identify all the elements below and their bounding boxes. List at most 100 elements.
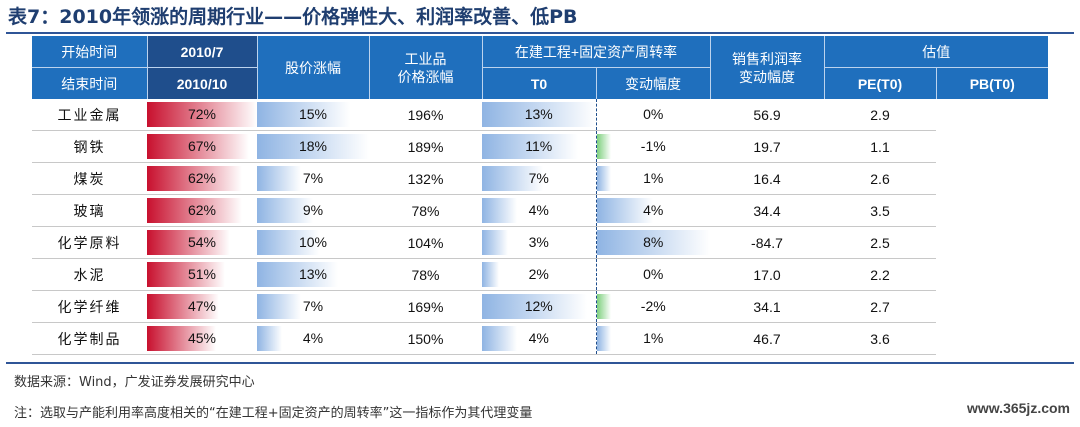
ind-price-header-l2: 价格涨幅 bbox=[397, 68, 454, 85]
table-title: 表7：2010年领涨的周期行业——价格弹性大、利润率改善、低PB bbox=[8, 6, 578, 28]
stock-rise-wrap: 72% bbox=[147, 99, 257, 130]
ind-price-wrap: 9% bbox=[257, 195, 369, 226]
ind-price-value: 13% bbox=[298, 266, 328, 282]
margin-header: 销售利润率 变动幅度 bbox=[709, 36, 824, 99]
table-row: 玻璃 62% 9% 78% 4% 4% 34.4 3.5 bbox=[32, 194, 1048, 227]
pe-cell: 16.4 bbox=[710, 162, 824, 195]
turnover-change-cell: 13% bbox=[482, 99, 596, 131]
stock-rise-bar bbox=[147, 230, 230, 255]
ind-price-cell: 4% bbox=[257, 322, 369, 355]
start-label: 开始时间 bbox=[32, 36, 147, 68]
ind-price-cell: 18% bbox=[257, 130, 369, 163]
t0-cell: 78% bbox=[369, 194, 482, 227]
stock-rise-cell: 67% bbox=[147, 130, 257, 163]
turnover-change-value: 13% bbox=[524, 106, 553, 122]
turnover-change-bar bbox=[482, 294, 587, 319]
turnover-change-wrap: 4% bbox=[482, 195, 596, 226]
t0-cell: 132% bbox=[369, 162, 482, 195]
margin-wrap: -1% bbox=[597, 131, 710, 162]
table-body: 工业金属 72% 15% 196% 13% 0% 56.9 2.9 钢铁 67% 18% 189% 11… bbox=[32, 99, 1048, 355]
t0-cell: 150% bbox=[369, 322, 482, 355]
turnover-change-cell: 4% bbox=[482, 322, 596, 355]
turnover-change-bar bbox=[482, 166, 544, 191]
stock-rise-bar bbox=[147, 134, 250, 159]
ind-price-wrap: 7% bbox=[257, 291, 369, 322]
margin-bar bbox=[597, 326, 611, 351]
t0-header: T0 bbox=[481, 67, 596, 99]
stock-rise-bar bbox=[147, 198, 242, 223]
industry-cell: 煤炭 bbox=[32, 162, 147, 195]
stock-rise-cell: 72% bbox=[147, 99, 257, 131]
turnover-change-wrap: 4% bbox=[482, 323, 596, 354]
stock-rise-bar bbox=[147, 262, 225, 287]
turnover-change-value: 2% bbox=[528, 266, 549, 282]
pe-cell: 19.7 bbox=[710, 130, 824, 163]
margin-bar bbox=[597, 134, 611, 159]
turnover-change-bar bbox=[482, 134, 579, 159]
turnover-change-bar bbox=[482, 230, 509, 255]
ind-price-wrap: 15% bbox=[257, 99, 369, 130]
margin-cell: -1% bbox=[595, 130, 710, 163]
stock-rise-wrap: 45% bbox=[147, 323, 257, 354]
change-range-header: 变动幅度 bbox=[595, 67, 710, 99]
ind-price-value: 7% bbox=[302, 298, 324, 314]
margin-value: 0% bbox=[643, 266, 664, 282]
t0-cell: 104% bbox=[369, 226, 482, 259]
margin-value: 1% bbox=[643, 330, 664, 346]
ind-price-value: 10% bbox=[298, 234, 328, 250]
stock-rise-value: 62% bbox=[187, 170, 217, 186]
ind-price-value: 18% bbox=[298, 138, 328, 154]
margin-wrap: 8% bbox=[597, 227, 710, 258]
margin-wrap: 0% bbox=[597, 259, 710, 290]
pe-header: PE(T0) bbox=[823, 67, 936, 99]
t0-cell: 196% bbox=[369, 99, 482, 131]
stock-rise-cell: 62% bbox=[147, 194, 257, 227]
margin-cell: -2% bbox=[595, 290, 710, 323]
stock-rise-bar bbox=[147, 166, 242, 191]
ind-price-value: 15% bbox=[298, 106, 328, 122]
turnover-change-value: 4% bbox=[528, 330, 549, 346]
ind-price-cell: 13% bbox=[257, 258, 369, 291]
turnover-change-cell: 2% bbox=[482, 258, 596, 291]
margin-bar bbox=[597, 230, 710, 255]
stock-rise-wrap: 62% bbox=[147, 195, 257, 226]
stock-rise-value: 51% bbox=[187, 266, 217, 282]
stock-rise-cell: 62% bbox=[147, 162, 257, 195]
turnover-change-value: 11% bbox=[525, 138, 553, 154]
margin-cell: 1% bbox=[595, 322, 710, 355]
margin-cell: 8% bbox=[595, 226, 710, 259]
top-rule bbox=[6, 32, 1074, 34]
turnover-change-cell: 3% bbox=[482, 226, 596, 259]
pe-cell: 17.0 bbox=[710, 258, 824, 291]
stock-rise-cell: 47% bbox=[147, 290, 257, 323]
end-value: 2010/10 bbox=[146, 67, 257, 99]
margin-value: -1% bbox=[640, 138, 666, 154]
ind-price-value: 4% bbox=[302, 330, 324, 346]
stock-rise-bar bbox=[147, 326, 216, 351]
watermark: www.365jz.com bbox=[967, 400, 1070, 416]
start-value: 2010/7 bbox=[146, 36, 257, 68]
table-row: 工业金属 72% 15% 196% 13% 0% 56.9 2.9 bbox=[32, 99, 1048, 131]
turnover-change-wrap: 7% bbox=[482, 163, 596, 194]
table-row: 煤炭 62% 7% 132% 7% 1% 16.4 2.6 bbox=[32, 162, 1048, 195]
stock-rise-value: 47% bbox=[187, 298, 217, 314]
source-note: 数据来源：Wind，广发证券发展研究中心 bbox=[14, 375, 255, 390]
valuation-header: 估值 bbox=[823, 36, 1048, 68]
ind-price-wrap: 7% bbox=[257, 163, 369, 194]
industry-cell: 水泥 bbox=[32, 258, 147, 291]
turnover-group-header: 在建工程+固定资产周转率 bbox=[481, 36, 710, 68]
t0-cell: 169% bbox=[369, 290, 482, 323]
margin-bar bbox=[597, 294, 611, 319]
turnover-change-value: 12% bbox=[524, 298, 553, 314]
margin-wrap: 4% bbox=[597, 195, 710, 226]
pb-cell: 1.1 bbox=[824, 130, 936, 163]
turnover-change-wrap: 11% bbox=[482, 131, 596, 162]
stock-rise-bar bbox=[147, 294, 219, 319]
stock-rise-value: 72% bbox=[187, 106, 217, 122]
margin-header-l1: 销售利润率 bbox=[732, 50, 802, 67]
ind-price-cell: 9% bbox=[257, 194, 369, 227]
turnover-change-value: 7% bbox=[528, 170, 549, 186]
ind-price-cell: 7% bbox=[257, 162, 369, 195]
margin-bar bbox=[597, 166, 611, 191]
ind-price-wrap: 4% bbox=[257, 323, 369, 354]
